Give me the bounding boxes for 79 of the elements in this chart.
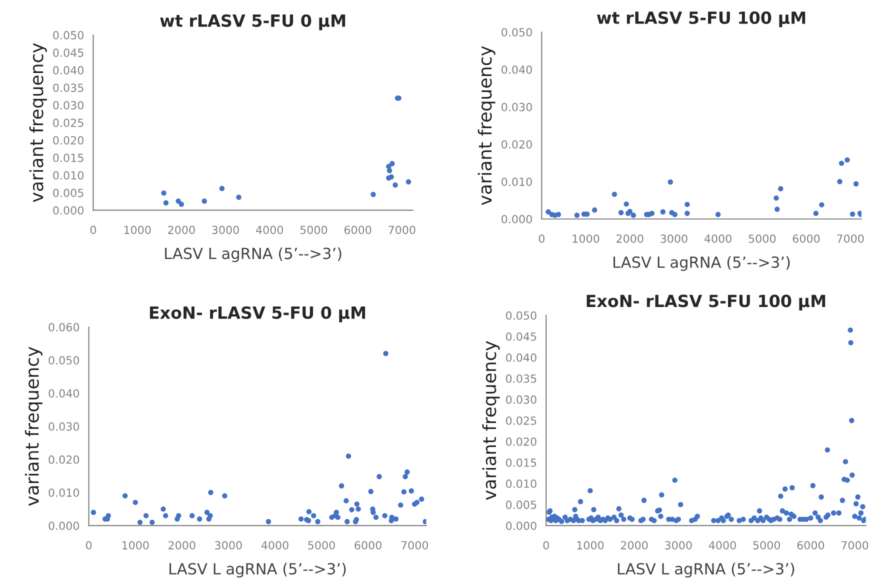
y-tick-label: 0.045 (53, 48, 84, 57)
x-tick-label: 0 (543, 541, 549, 550)
y-tick-label: 0.030 (48, 422, 80, 431)
y-tick-label: 0.035 (53, 84, 84, 92)
y-tick-label: 0.030 (506, 395, 536, 404)
x-tick-label: 7000 (401, 541, 428, 550)
x-tick-label: 1000 (122, 541, 149, 550)
y-tick-label: 0.000 (48, 522, 80, 530)
y-tick-label: 0.020 (53, 136, 84, 145)
y-tick-label: 0.035 (506, 374, 536, 383)
x-tick-label: 0 (86, 541, 92, 550)
x-tick-label: 6000 (792, 234, 820, 243)
x-tick-label: 1000 (124, 226, 151, 234)
y-tick-label: 0.050 (48, 356, 80, 365)
y-tick-label: 0.040 (53, 66, 84, 74)
y-tick-label: 0.000 (502, 214, 532, 224)
x-axis-title: LASV L agRNA (5’-->3’) (618, 562, 794, 578)
x-axis-title: LASV L agRNA (5’-->3’) (170, 562, 346, 578)
y-tick-label: 0.000 (53, 206, 84, 215)
y-tick-label: 0.025 (53, 118, 84, 128)
x-tick-label: 6000 (344, 226, 372, 234)
x-axis-title: LASV L agRNA (5’-->3’) (165, 247, 342, 262)
y-tick-label: 0.010 (48, 488, 80, 497)
x-tick-label: 4000 (261, 541, 288, 550)
y-tick-label: 0.045 (506, 332, 536, 341)
x-tick-label: 4000 (704, 234, 732, 243)
x-tick-label: 5000 (300, 226, 328, 234)
y-tick-label: 0.040 (502, 65, 532, 74)
chart-title: wt rLASV 5-FU 0 μM (160, 14, 346, 30)
y-axis-title: variant frequency (478, 46, 496, 206)
y-tick-label: 0.050 (502, 28, 532, 36)
x-tick-label: 1000 (572, 234, 600, 243)
x-tick-label: 7000 (837, 234, 864, 243)
y-tick-label: 0.015 (53, 154, 84, 162)
y-tick-label: 0.010 (506, 480, 536, 488)
y-tick-label: 0.025 (506, 416, 536, 425)
x-tick-label: 6000 (354, 541, 382, 550)
chart-title: wt rLASV 5-FU 100 μM (596, 11, 806, 28)
x-tick-label: 2000 (168, 226, 195, 234)
y-tick-label: 0.050 (53, 31, 84, 40)
y-tick-label: 0.020 (502, 140, 532, 149)
y-tick-label: 0.030 (502, 102, 532, 112)
x-tick-label: 5000 (753, 541, 780, 550)
x-tick-label: 2000 (620, 541, 648, 550)
x-axis-title: LASV L agRNA (5’-->3’) (614, 256, 790, 271)
x-tick-label: 3000 (212, 226, 239, 234)
x-tick-label: 2000 (168, 541, 196, 550)
y-tick-label: 0.015 (506, 458, 536, 467)
y-axis-title: variant frequency (29, 43, 47, 202)
x-tick-label: 7000 (842, 541, 868, 550)
y-tick-label: 0.005 (53, 188, 84, 198)
chart-title: ExoN- rLASV 5-FU 100 μM (586, 294, 826, 311)
y-tick-label: 0.005 (506, 500, 536, 509)
x-tick-label: 4000 (708, 541, 736, 550)
chart-title: ExoN- rLASV 5-FU 0 μM (150, 306, 366, 322)
y-tick-label: 0.010 (53, 171, 84, 180)
y-axis-title: variant frequency (482, 340, 500, 500)
y-tick-label: 0.010 (502, 178, 532, 186)
x-tick-label: 2000 (616, 234, 644, 243)
x-tick-label: 3000 (215, 541, 242, 550)
x-tick-label: 5000 (748, 234, 776, 243)
y-tick-label: 0.000 (506, 522, 536, 530)
x-tick-label: 6000 (797, 541, 824, 550)
y-tick-label: 0.030 (53, 101, 84, 110)
y-tick-label: 0.050 (506, 311, 536, 320)
y-tick-label: 0.060 (48, 323, 80, 332)
x-tick-label: 4000 (256, 226, 284, 234)
x-tick-label: 3000 (660, 234, 688, 243)
y-tick-label: 0.040 (506, 353, 536, 362)
y-tick-label: 0.020 (506, 437, 536, 446)
x-tick-label: 0 (538, 234, 544, 243)
x-tick-label: 5000 (308, 541, 335, 550)
y-tick-label: 0.020 (48, 455, 80, 464)
y-axis-title: variant frequency (24, 346, 42, 506)
x-tick-label: 3000 (665, 541, 692, 550)
x-tick-label: 7000 (388, 226, 416, 234)
x-tick-label: 1000 (577, 541, 604, 550)
y-tick-label: 0.040 (48, 389, 80, 398)
x-tick-label: 0 (90, 226, 96, 234)
